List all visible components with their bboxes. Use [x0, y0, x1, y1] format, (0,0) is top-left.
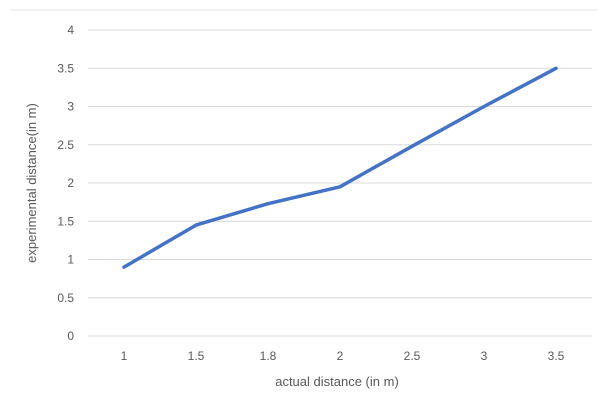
data-point [482, 105, 486, 108]
y-tick-label: 1.5 [57, 214, 74, 228]
x-tick-label: 1 [121, 349, 128, 363]
data-point [266, 202, 270, 206]
x-tick-label: 3 [481, 349, 488, 363]
y-axis-title: experimental distance(in m) [24, 103, 39, 263]
series-line [122, 66, 558, 269]
data-point [410, 144, 414, 148]
data-point [122, 265, 126, 269]
x-axis-title: actual distance (in m) [275, 374, 399, 389]
data-point [554, 66, 558, 70]
gridlines [10, 9, 598, 337]
y-tick-label: 2.5 [57, 138, 74, 152]
x-tick-label: 2 [337, 349, 344, 363]
data-point [194, 223, 198, 227]
series-layer [122, 66, 558, 269]
x-tick-label: 1.8 [260, 349, 277, 363]
y-tick-label: 4 [67, 23, 74, 37]
y-tick-label: 1 [67, 253, 74, 267]
x-tick-label: 1.5 [188, 349, 205, 363]
x-tick-label: 2.5 [404, 349, 421, 363]
x-axis-ticks: 1 1.5 1.8 2 2.5 3 3.5 [121, 349, 565, 363]
data-point [338, 185, 342, 189]
y-axis-ticks: 0 0.5 1 1.5 2 2.5 3 3.5 4 [57, 23, 74, 343]
x-tick-label: 3.5 [548, 349, 565, 363]
y-tick-label: 2 [67, 176, 74, 190]
y-tick-label: 0 [67, 329, 74, 343]
y-tick-label: 0.5 [57, 291, 74, 305]
y-tick-label: 3.5 [57, 61, 74, 75]
y-tick-label: 3 [67, 100, 74, 114]
